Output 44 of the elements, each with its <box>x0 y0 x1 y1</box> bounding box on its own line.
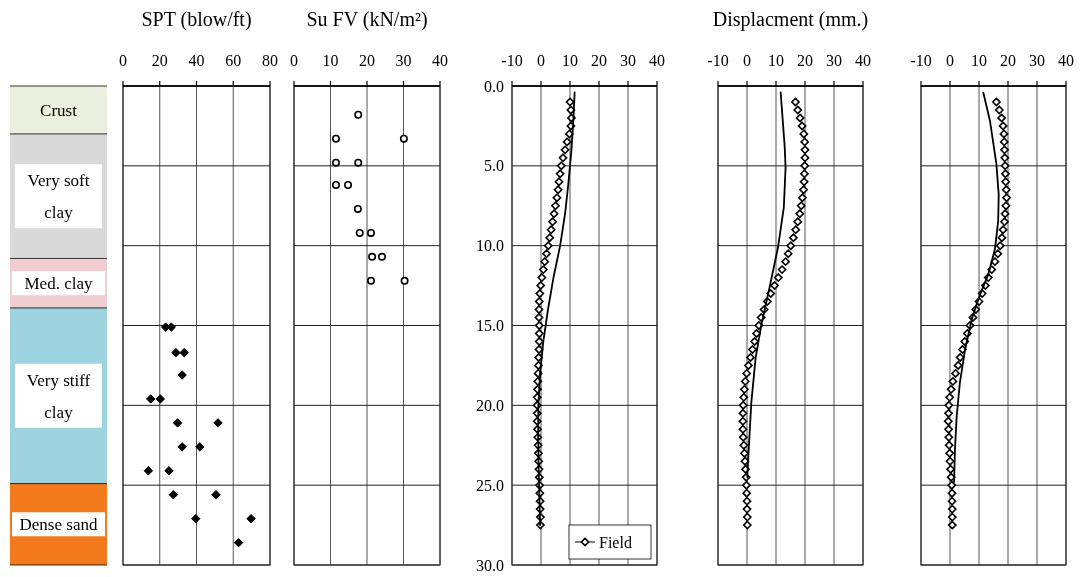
series-label: Very stiff clay <box>26 370 91 422</box>
y-tick-label: 20.0 <box>476 396 504 414</box>
x-tick-label: 20 <box>1000 52 1016 69</box>
series-label: Dense sand <box>19 515 98 535</box>
x-tick-label: 40 <box>432 52 448 69</box>
x-tick-label: -10 <box>501 52 523 69</box>
series-label: Crust <box>40 100 78 120</box>
x-tick-label: 40 <box>188 52 205 69</box>
x-tick-label: 20 <box>797 52 813 69</box>
y-tick-label: 5.0 <box>484 157 504 175</box>
x-tick-label: 10 <box>562 52 578 69</box>
chart-title: Displacment (mm.) <box>712 8 869 31</box>
x-tick-label: 0 <box>119 52 127 69</box>
x-tick-label: 40 <box>1058 52 1074 69</box>
x-tick-label: -10 <box>707 52 729 69</box>
x-tick-label: 10 <box>768 52 784 69</box>
x-tick-label: 20 <box>591 52 607 69</box>
x-tick-label: 0 <box>743 52 751 69</box>
series-label: Very soft clay <box>27 171 90 223</box>
y-tick-label: 30.0 <box>476 556 504 574</box>
x-tick-label: 10 <box>971 52 987 69</box>
chart-title: Su FV (kN/m²) <box>306 8 428 31</box>
x-tick-label: 30 <box>826 52 842 69</box>
legend-label: Field <box>599 533 632 551</box>
x-tick-label: 20 <box>359 52 375 69</box>
x-tick-label: 30 <box>1029 52 1045 69</box>
x-tick-label: 80 <box>262 52 278 69</box>
x-tick-label: 30 <box>395 52 412 69</box>
y-tick-label: 25.0 <box>476 476 504 494</box>
x-tick-label: 20 <box>151 52 168 69</box>
x-tick-label: 40 <box>649 52 665 69</box>
x-tick-label: -10 <box>910 52 932 69</box>
x-tick-label: 40 <box>855 52 871 69</box>
x-tick-label: 10 <box>322 52 339 69</box>
chart-title: SPT (blow/ft) <box>141 8 252 31</box>
series-label: Med. clay <box>24 274 93 294</box>
x-tick-label: 0 <box>537 52 545 69</box>
y-tick-label: 10.0 <box>476 237 504 255</box>
y-tick-label: 15.0 <box>476 317 504 335</box>
x-tick-label: 30 <box>620 52 636 69</box>
y-tick-label: 0.0 <box>484 77 504 95</box>
x-tick-label: 0 <box>290 52 298 69</box>
x-tick-label: 60 <box>225 52 242 69</box>
x-tick-label: 0 <box>946 52 954 69</box>
